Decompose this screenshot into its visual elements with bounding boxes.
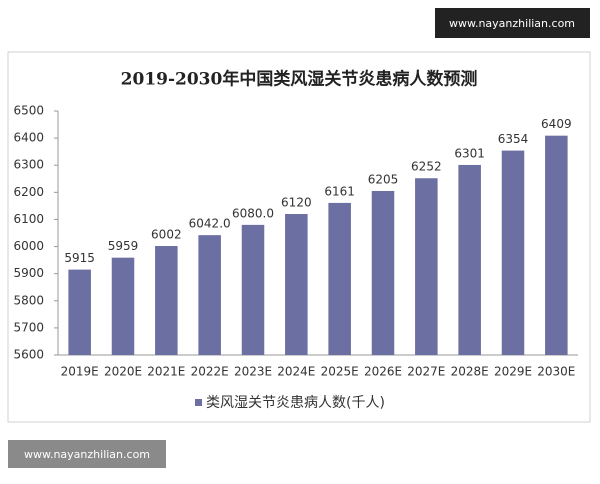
x-tick-label: 2024E [277, 365, 315, 379]
bar [111, 257, 135, 355]
data-label: 6080.0 [232, 206, 274, 220]
x-tick-label: 2025E [321, 365, 359, 379]
x-tick-label: 2023E [234, 365, 272, 379]
bar [285, 214, 308, 355]
bar [371, 190, 395, 355]
x-tick-label: 2020E [104, 365, 142, 379]
watermark: www.nayanzhilian.com [24, 448, 150, 461]
y-tick-label: 6500 [13, 104, 44, 118]
data-label: 5915 [64, 251, 95, 265]
x-tick-label: 2029E [494, 365, 532, 379]
y-tick-label: 5900 [13, 266, 44, 280]
watermark-box [8, 440, 166, 468]
y-tick-label: 5800 [13, 293, 44, 307]
y-tick-label: 5600 [13, 348, 44, 362]
watermark: www.nayanzhilian.com [449, 17, 575, 30]
bar [328, 202, 351, 355]
data-label: 6120 [281, 196, 312, 210]
bar [241, 224, 265, 355]
bar [155, 246, 178, 355]
chart-title: 2019-2030年中国类风湿关节炎患病人数预测 [121, 69, 478, 90]
x-tick-label: 2022E [191, 365, 229, 379]
bar [458, 164, 481, 355]
x-tick-label: 2027E [407, 365, 445, 379]
bar [198, 235, 221, 355]
legend-swatch [195, 399, 202, 406]
bar [501, 150, 525, 355]
data-label: 6161 [324, 184, 355, 198]
data-label: 6354 [498, 132, 529, 146]
data-label: 6002 [151, 228, 182, 242]
x-tick-label: 2030E [537, 365, 575, 379]
legend-label: 类风湿关节炎患病人数(千人) [206, 395, 385, 411]
y-tick-label: 6200 [13, 185, 44, 199]
y-tick-label: 6100 [13, 212, 44, 226]
x-tick-label: 2028E [451, 365, 489, 379]
data-label: 5959 [108, 239, 139, 253]
y-tick-label: 6300 [13, 158, 44, 172]
data-label: 6252 [411, 160, 442, 174]
bar [415, 178, 438, 355]
data-label: 6042.0 [189, 217, 231, 231]
data-label: 6205 [368, 172, 399, 186]
y-tick-label: 6000 [13, 239, 44, 253]
x-tick-label: 2021E [147, 365, 185, 379]
bar [545, 135, 568, 355]
data-label: 6301 [454, 146, 485, 160]
y-tick-label: 6400 [13, 131, 44, 145]
data-label: 6409 [541, 117, 572, 131]
bar [68, 269, 91, 355]
x-tick-label: 2019E [61, 365, 99, 379]
x-tick-label: 2026E [364, 365, 402, 379]
watermark-box [435, 8, 590, 38]
y-tick-label: 5700 [13, 320, 44, 334]
